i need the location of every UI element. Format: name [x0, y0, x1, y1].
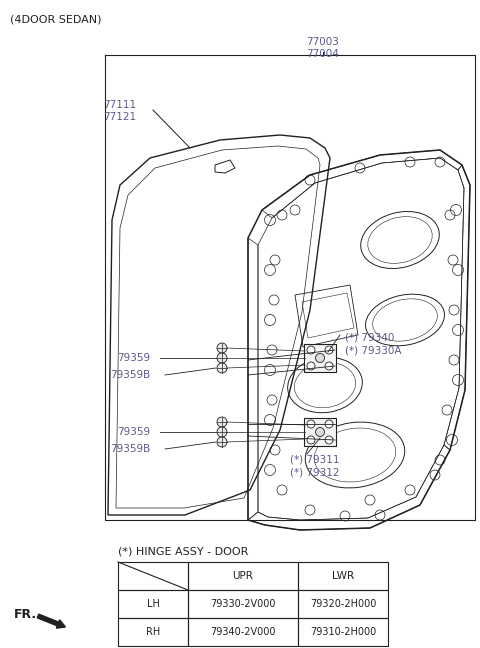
Text: (4DOOR SEDAN): (4DOOR SEDAN) — [10, 14, 101, 24]
Circle shape — [325, 362, 333, 370]
Text: LWR: LWR — [332, 571, 354, 581]
Circle shape — [315, 428, 324, 437]
Text: UPR: UPR — [233, 571, 253, 581]
Text: (*) 79340
(*) 79330A: (*) 79340 (*) 79330A — [345, 333, 401, 355]
Text: 79359: 79359 — [117, 353, 150, 363]
Circle shape — [307, 436, 315, 444]
Bar — [118, 590, 188, 618]
Text: 79359B: 79359B — [110, 444, 150, 454]
Bar — [188, 618, 298, 646]
Bar — [188, 590, 298, 618]
Circle shape — [217, 437, 227, 447]
Text: (*) HINGE ASSY - DOOR: (*) HINGE ASSY - DOOR — [118, 546, 248, 556]
Circle shape — [217, 343, 227, 353]
Circle shape — [217, 363, 227, 373]
Text: 79330-2V000: 79330-2V000 — [210, 599, 276, 609]
Text: FR.: FR. — [14, 608, 37, 621]
Text: RH: RH — [146, 627, 160, 637]
Text: 77111
77121: 77111 77121 — [103, 100, 136, 122]
Text: 79320-2H000: 79320-2H000 — [310, 599, 376, 609]
Circle shape — [307, 420, 315, 428]
FancyBboxPatch shape — [304, 344, 336, 372]
FancyBboxPatch shape — [304, 418, 336, 446]
Bar — [298, 618, 388, 646]
Text: 79340-2V000: 79340-2V000 — [210, 627, 276, 637]
Bar — [118, 618, 188, 646]
Bar — [298, 562, 388, 590]
Text: LH: LH — [146, 599, 159, 609]
Circle shape — [315, 354, 324, 362]
Circle shape — [217, 427, 227, 437]
Text: 79359B: 79359B — [110, 370, 150, 380]
Circle shape — [325, 346, 333, 354]
Circle shape — [217, 353, 227, 363]
FancyArrow shape — [37, 614, 65, 628]
Text: 79359: 79359 — [117, 427, 150, 437]
Circle shape — [217, 417, 227, 427]
Bar — [298, 590, 388, 618]
Text: (*) 79311
(*) 79312: (*) 79311 (*) 79312 — [290, 455, 339, 478]
Text: 77003
77004: 77003 77004 — [307, 37, 339, 60]
Circle shape — [307, 346, 315, 354]
Circle shape — [307, 362, 315, 370]
Circle shape — [325, 420, 333, 428]
Text: 79310-2H000: 79310-2H000 — [310, 627, 376, 637]
Bar — [188, 562, 298, 590]
Bar — [118, 562, 188, 590]
Circle shape — [325, 436, 333, 444]
